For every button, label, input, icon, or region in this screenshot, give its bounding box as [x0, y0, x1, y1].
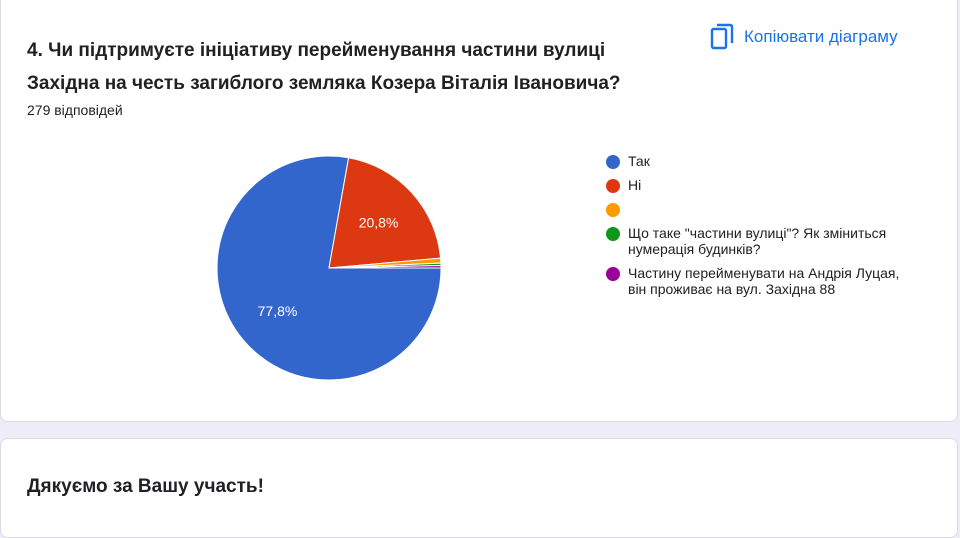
legend-label-3: Що таке "частини вулиці"? Як зміниться н… [628, 225, 887, 257]
legend-label-1: Ні [628, 177, 642, 193]
chart-legend: Так Ні Що таке "частини вулиці"? Як змінит… [606, 153, 906, 305]
copy-icon [710, 23, 734, 51]
legend-label-4: Частину перейменувати на Андрія Луцая, в… [628, 265, 900, 297]
legend-swatch-4 [606, 267, 620, 281]
legend-swatch-0 [606, 155, 620, 169]
thanks-text: Дякуємо за Вашу участь! [27, 476, 264, 497]
legend-label-0: Так [628, 153, 650, 169]
copy-chart-button[interactable]: Копіювати діаграму [710, 22, 898, 52]
legend-item-4: Частину перейменувати на Андрія Луцая, в… [606, 265, 906, 297]
copy-chart-label: Копіювати діаграму [744, 27, 898, 46]
legend-swatch-1 [606, 179, 620, 193]
legend-item-2 [606, 201, 906, 217]
legend-item-0: Так [606, 153, 906, 169]
legend-swatch-3 [606, 227, 620, 241]
response-count: 279 відповідей [27, 102, 123, 118]
legend-swatch-2 [606, 203, 620, 217]
question-title: 4. Чи підтримуєте ініціативу перейменува… [27, 40, 621, 94]
legend-item-3: Що таке "частини вулиці"? Як зміниться н… [606, 225, 906, 257]
legend-item-1: Ні [606, 177, 906, 193]
question-card [0, 0, 958, 422]
